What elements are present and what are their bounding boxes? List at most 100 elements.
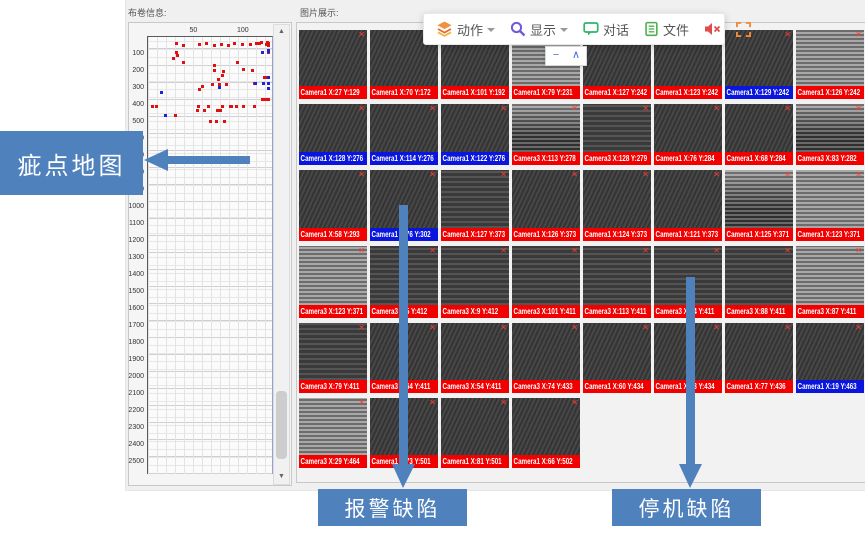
- scroll-down-icon[interactable]: ▼: [278, 473, 285, 480]
- tile-close-icon[interactable]: ✕: [713, 246, 720, 255]
- tile-close-icon[interactable]: ✕: [784, 170, 791, 179]
- tile-image: ✕: [441, 170, 509, 228]
- tile[interactable]: ✕ Camera1 X:121 Y:373: [654, 170, 722, 241]
- tile-close-icon[interactable]: ✕: [429, 398, 436, 407]
- tile[interactable]: ✕ Camera1 X:124 Y:373: [583, 170, 651, 241]
- tile[interactable]: ✕ Camera1 X:114 Y:276: [370, 104, 438, 165]
- defect-point: [174, 51, 178, 55]
- tile-close-icon[interactable]: ✕: [500, 170, 507, 179]
- tile[interactable]: ✕ Camera3 X:123 Y:371: [299, 246, 367, 318]
- tile-close-icon[interactable]: ✕: [571, 398, 578, 407]
- tile[interactable]: ✕ Camera1 X:27 Y:129: [299, 30, 367, 99]
- tile[interactable]: ✕ Camera3 X:87 Y:411: [796, 246, 864, 318]
- tile[interactable]: ✕ Camera3 X:79 Y:411: [299, 323, 367, 393]
- plot-y-tick: 2400: [128, 441, 144, 448]
- tile-close-icon[interactable]: ✕: [358, 323, 365, 332]
- tile[interactable]: ✕ Camera1 X:122 Y:276: [441, 104, 509, 165]
- tile[interactable]: ✕ Camera1 X:123 Y:371: [796, 170, 864, 241]
- left-scrollbar[interactable]: ▲ ▼: [273, 24, 290, 485]
- tile-label: Camera3 X:88 Y:411: [725, 305, 793, 318]
- defect-map-plot[interactable]: [147, 36, 273, 474]
- tile[interactable]: ✕ Camera3 X:88 Y:411: [725, 246, 793, 318]
- tile-close-icon[interactable]: ✕: [571, 170, 578, 179]
- tile-close-icon[interactable]: ✕: [855, 30, 862, 39]
- defect-point: [218, 83, 222, 87]
- tile[interactable]: ✕ Camera1 X:128 Y:276: [299, 104, 367, 165]
- tile-close-icon[interactable]: ✕: [500, 323, 507, 332]
- tile-close-icon[interactable]: ✕: [500, 104, 507, 113]
- tile-label-text: Camera1 X:122 Y:276: [442, 154, 506, 163]
- collapse-minus-button[interactable]: −: [552, 49, 560, 61]
- tile-label: Camera1 X:127 Y:373: [441, 228, 509, 241]
- tile[interactable]: ✕ Camera1 X:129 Y:242: [725, 30, 793, 99]
- tile-close-icon[interactable]: ✕: [784, 30, 791, 39]
- tile-label: Camera1 X:68 Y:284: [725, 152, 793, 165]
- tile[interactable]: ✕ Camera1 X:19 Y:463: [796, 323, 864, 393]
- tile-close-icon[interactable]: ✕: [784, 246, 791, 255]
- tile[interactable]: ✕ Camera1 X:58 Y:293: [299, 170, 367, 241]
- toolbar-item-action[interactable]: 动作: [436, 20, 496, 39]
- tile[interactable]: ✕ Camera1 X:77 Y:436: [725, 323, 793, 393]
- tile-close-icon[interactable]: ✕: [429, 170, 436, 179]
- tile[interactable]: ✕ Camera3 X:128 Y:279: [583, 104, 651, 165]
- tile-close-icon[interactable]: ✕: [358, 170, 365, 179]
- tile-close-icon[interactable]: ✕: [713, 170, 720, 179]
- defect-point: [267, 43, 270, 47]
- tile[interactable]: ✕ Camera3 X:101 Y:411: [512, 246, 580, 318]
- toolbar-item-display[interactable]: 显示: [510, 20, 569, 39]
- tile-close-icon[interactable]: ✕: [571, 323, 578, 332]
- tile[interactable]: ✕ Camera1 X:125 Y:371: [725, 170, 793, 241]
- tile-label-text: Camera1 X:79 Y:231: [513, 88, 573, 97]
- tile[interactable]: ✕ Camera3 X:113 Y:278: [512, 104, 580, 165]
- tile-close-icon[interactable]: ✕: [429, 104, 436, 113]
- tile-image: ✕: [583, 104, 651, 152]
- tile-close-icon[interactable]: ✕: [784, 104, 791, 113]
- tile-image: ✕: [654, 104, 722, 152]
- tile-close-icon[interactable]: ✕: [571, 104, 578, 113]
- collapse-up-button[interactable]: ∧: [571, 49, 581, 61]
- tile[interactable]: ✕ Camera1 X:126 Y:242: [796, 30, 864, 99]
- tile[interactable]: ✕ Camera1 X:60 Y:434: [583, 323, 651, 393]
- plot-y-tick: 2500: [128, 458, 144, 465]
- scroll-thumb[interactable]: [276, 391, 287, 459]
- tile[interactable]: ✕ Camera3 X:113 Y:411: [583, 246, 651, 318]
- tile[interactable]: ✕ Camera1 X:81 Y:501: [441, 398, 509, 468]
- tile-close-icon[interactable]: ✕: [642, 104, 649, 113]
- tile-close-icon[interactable]: ✕: [500, 398, 507, 407]
- tile-close-icon[interactable]: ✕: [713, 323, 720, 332]
- tile-close-icon[interactable]: ✕: [500, 246, 507, 255]
- tile-close-icon[interactable]: ✕: [784, 323, 791, 332]
- tile[interactable]: ✕ Camera3 X:83 Y:282: [796, 104, 864, 165]
- tile[interactable]: ✕ Camera1 X:76 Y:284: [654, 104, 722, 165]
- toolbar-item-mute[interactable]: [704, 22, 721, 36]
- tile[interactable]: ✕ Camera3 X:74 Y:433: [512, 323, 580, 393]
- tile-close-icon[interactable]: ✕: [358, 246, 365, 255]
- toolbar-item-dialog[interactable]: 对话: [583, 20, 629, 39]
- tile[interactable]: ✕ Camera1 X:126 Y:373: [512, 170, 580, 241]
- tile-close-icon[interactable]: ✕: [855, 323, 862, 332]
- tile-close-icon[interactable]: ✕: [358, 398, 365, 407]
- tile-close-icon[interactable]: ✕: [855, 104, 862, 113]
- tile-close-icon[interactable]: ✕: [358, 30, 365, 39]
- tile-close-icon[interactable]: ✕: [855, 170, 862, 179]
- tile-close-icon[interactable]: ✕: [642, 170, 649, 179]
- tile-close-icon[interactable]: ✕: [429, 323, 436, 332]
- toolbar-item-file[interactable]: 文件: [644, 20, 689, 39]
- tile[interactable]: ✕ Camera3 X:54 Y:411: [441, 323, 509, 393]
- tile[interactable]: ✕ Camera3 X:29 Y:464: [299, 398, 367, 468]
- tile[interactable]: ✕ Camera1 X:66 Y:502: [512, 398, 580, 468]
- tile-close-icon[interactable]: ✕: [642, 323, 649, 332]
- tile-label-text: Camera3 X:74 Y:433: [513, 382, 573, 391]
- tile-close-icon[interactable]: ✕: [642, 246, 649, 255]
- tile-image: ✕: [299, 104, 367, 152]
- toolbar-item-fullscreen[interactable]: [736, 21, 752, 37]
- tile-close-icon[interactable]: ✕: [358, 104, 365, 113]
- tile-close-icon[interactable]: ✕: [571, 246, 578, 255]
- tile-close-icon[interactable]: ✕: [429, 246, 436, 255]
- tile-close-icon[interactable]: ✕: [713, 104, 720, 113]
- scroll-up-icon[interactable]: ▲: [278, 28, 285, 35]
- tile-close-icon[interactable]: ✕: [855, 246, 862, 255]
- tile[interactable]: ✕ Camera3 X:9 Y:412: [441, 246, 509, 318]
- tile[interactable]: ✕ Camera1 X:127 Y:373: [441, 170, 509, 241]
- tile[interactable]: ✕ Camera1 X:68 Y:284: [725, 104, 793, 165]
